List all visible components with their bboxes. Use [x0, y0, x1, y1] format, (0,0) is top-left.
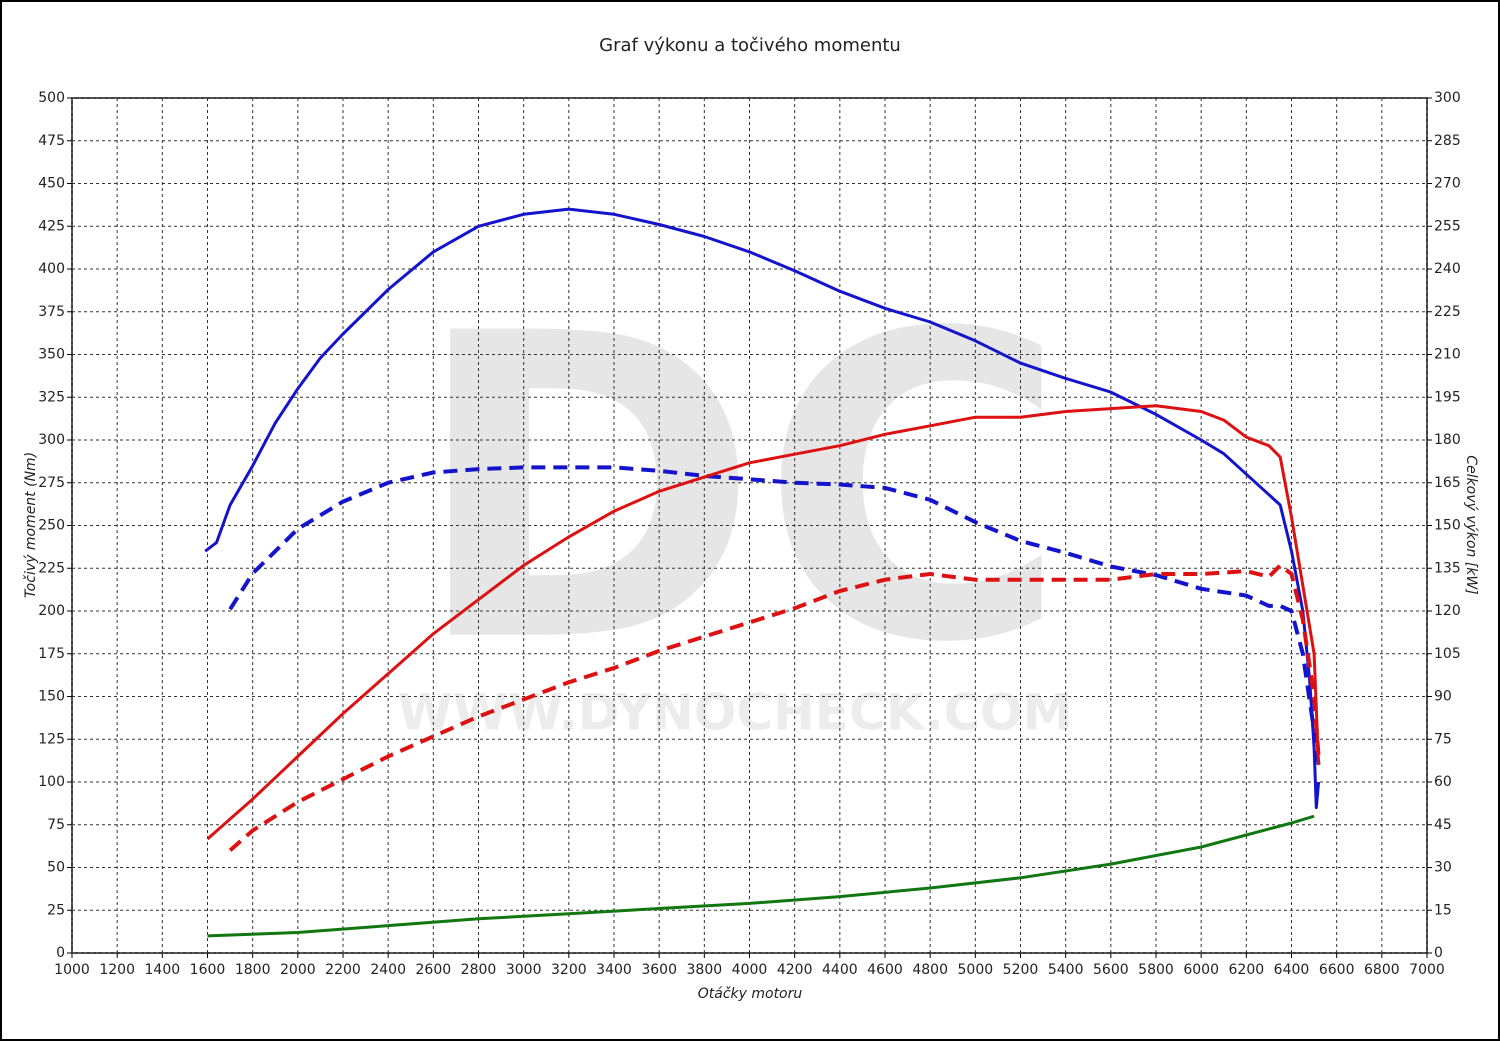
watermark-logo: DC: [412, 246, 1069, 735]
y-tick-label: 0: [56, 945, 65, 961]
x-tick-label: 2200: [325, 962, 361, 978]
y-tick-label: 75: [47, 817, 65, 833]
x-tick-label: 4400: [822, 962, 858, 978]
x-tick-label: 4600: [867, 962, 903, 978]
y-tick-label: 325: [38, 389, 65, 405]
x-tick-label: 1800: [235, 962, 271, 978]
y-tick-label: 125: [38, 731, 65, 747]
series-line: [228, 563, 1321, 852]
x-tick-label: 7000: [1409, 962, 1445, 978]
y-tick-label: 200: [38, 603, 65, 619]
y2-tick-label: 300: [1434, 90, 1461, 106]
series-line: [204, 207, 1321, 810]
y2-tick-label: 15: [1434, 902, 1452, 918]
y2-tick-label: 165: [1434, 475, 1461, 491]
x-tick-label: 4200: [777, 962, 813, 978]
x-tick-label: 1400: [145, 962, 181, 978]
y-tick-label: 275: [38, 475, 65, 491]
y2-tick-label: 270: [1434, 176, 1461, 192]
x-tick-label: 2600: [416, 962, 452, 978]
y2-tick-label: 180: [1434, 432, 1461, 448]
y-axis-label: Točivý moment (Nm): [23, 452, 39, 598]
y2-tick-label: 0: [1434, 945, 1443, 961]
y2-tick-label: 75: [1434, 731, 1452, 747]
x-tick-label: 6200: [1229, 962, 1265, 978]
y2-tick-label: 255: [1434, 218, 1461, 234]
x-tick-label: 5400: [1048, 962, 1084, 978]
y-tick-label: 475: [38, 133, 65, 149]
watermark-url: WWW.DYNOCHECK.COM: [398, 684, 1073, 742]
x-tick-label: 6800: [1364, 962, 1400, 978]
x-tick-label: 6400: [1274, 962, 1310, 978]
y-tick-label: 25: [47, 902, 65, 918]
y2-tick-label: 210: [1434, 347, 1461, 363]
x-tick-label: 1200: [99, 962, 135, 978]
y-tick-label: 50: [47, 860, 65, 876]
x-tick-label: 2800: [461, 962, 497, 978]
y-tick-label: 250: [38, 518, 65, 534]
x-tick-label: 4000: [732, 962, 768, 978]
y2-tick-label: 240: [1434, 261, 1461, 277]
y2-tick-label: 30: [1434, 860, 1452, 876]
y-tick-label: 400: [38, 261, 65, 277]
y-tick-label: 375: [38, 304, 65, 320]
x-tick-label: 2000: [280, 962, 316, 978]
x-tick-label: 5000: [958, 962, 994, 978]
x-tick-label: 2400: [370, 962, 406, 978]
y-tick-label: 300: [38, 432, 65, 448]
y-tick-label: 225: [38, 560, 65, 576]
y2-tick-label: 90: [1434, 689, 1452, 705]
chart-title: Graf výkonu a točivého momentu: [599, 35, 901, 56]
y2-tick-label: 285: [1434, 133, 1461, 149]
x-tick-label: 1000: [54, 962, 90, 978]
x-tick-label: 6600: [1319, 962, 1355, 978]
y2-tick-label: 60: [1434, 774, 1452, 790]
y2-tick-label: 45: [1434, 817, 1452, 833]
y-tick-label: 350: [38, 347, 65, 363]
y2-tick-label: 120: [1434, 603, 1461, 619]
y2-tick-label: 195: [1434, 389, 1461, 405]
x-tick-label: 3000: [506, 962, 542, 978]
x-tick-label: 6000: [1183, 962, 1219, 978]
y-tick-label: 425: [38, 218, 65, 234]
x-tick-label: 5200: [1003, 962, 1039, 978]
x-tick-label: 5800: [1138, 962, 1174, 978]
y-tick-label: 450: [38, 176, 65, 192]
series-line: [206, 404, 1321, 841]
y2-tick-label: 150: [1434, 518, 1461, 534]
y2-axis-label: Celkový výkon [kW]: [1463, 455, 1479, 594]
y2-tick-label: 105: [1434, 646, 1461, 662]
x-tick-label: 3400: [596, 962, 632, 978]
x-tick-label: 4800: [912, 962, 948, 978]
y2-tick-label: 135: [1434, 560, 1461, 576]
y2-tick-label: 225: [1434, 304, 1461, 320]
y-tick-label: 175: [38, 646, 65, 662]
x-axis-label: Otáčky motoru: [698, 986, 803, 1002]
x-tick-label: 3800: [687, 962, 723, 978]
series-line: [228, 465, 1321, 766]
x-tick-label: 3200: [551, 962, 587, 978]
y-tick-label: 500: [38, 90, 65, 106]
x-tick-label: 5600: [1093, 962, 1129, 978]
x-tick-label: 1600: [190, 962, 226, 978]
x-tick-label: 3600: [641, 962, 677, 978]
y-tick-label: 150: [38, 689, 65, 705]
y-tick-label: 100: [38, 774, 65, 790]
series-line: [207, 814, 1315, 938]
